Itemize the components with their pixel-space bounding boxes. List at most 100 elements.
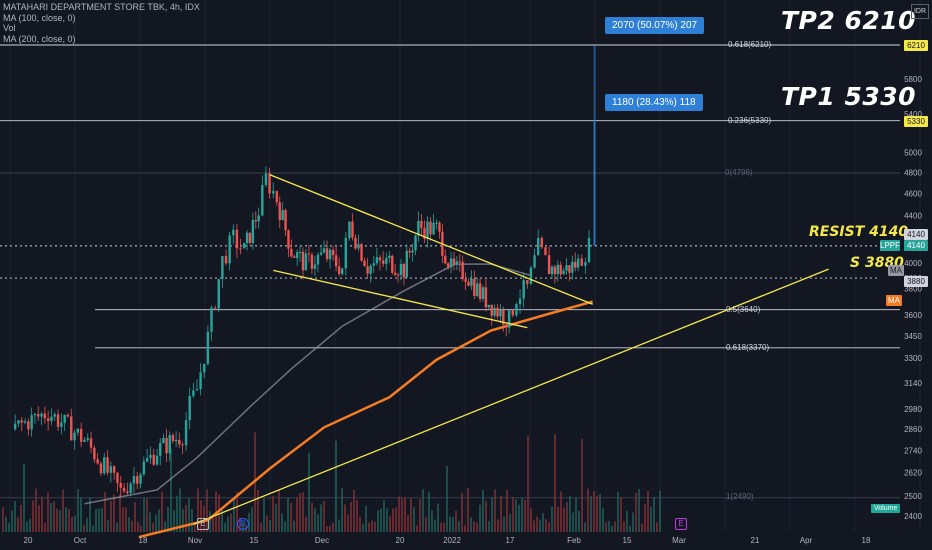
candle xyxy=(399,264,403,275)
volume-bar xyxy=(197,488,199,532)
volume-bar xyxy=(251,507,253,532)
candle xyxy=(574,261,577,268)
candle xyxy=(540,237,544,248)
volume-bar xyxy=(53,501,55,532)
price-tag-5330: 5330 xyxy=(904,116,928,127)
candle xyxy=(584,262,587,266)
x-tick-label: Nov xyxy=(188,536,202,545)
candle xyxy=(181,444,184,446)
earnings-event-icon[interactable]: E xyxy=(197,518,209,530)
candle xyxy=(464,279,467,282)
upcoming-earnings-icon[interactable]: E xyxy=(675,518,687,530)
candle xyxy=(547,255,551,275)
candle xyxy=(432,222,435,235)
volume-bar xyxy=(95,509,97,532)
candle xyxy=(145,458,149,462)
volume-bar xyxy=(185,504,187,532)
volume-bar xyxy=(2,507,4,532)
volume-bar xyxy=(134,502,136,532)
symbol-title[interactable]: MATAHARI DEPARTMENT STORE TBK, 4h, IDX xyxy=(3,2,200,12)
candle xyxy=(369,265,372,274)
candle xyxy=(348,221,351,239)
volume-bar xyxy=(317,514,319,532)
volume-bar xyxy=(383,500,385,532)
trendline xyxy=(193,268,829,525)
candle xyxy=(505,324,508,328)
volume-bar xyxy=(527,436,529,532)
candle xyxy=(217,279,220,309)
volume-bar xyxy=(143,497,145,532)
y-tick-label: 4800 xyxy=(904,169,922,178)
volume-bar xyxy=(650,506,652,532)
legend-vol[interactable]: Vol xyxy=(3,23,16,33)
candle xyxy=(473,278,476,296)
volume-bar xyxy=(29,518,31,532)
volume-bar xyxy=(443,522,445,532)
volume-bar xyxy=(512,497,514,532)
candle xyxy=(526,280,529,285)
volume-bar xyxy=(557,506,559,532)
measure-label-tp1[interactable]: 1180 (28.43%) 118 xyxy=(605,94,703,111)
candle xyxy=(162,437,165,444)
candle xyxy=(388,255,391,258)
candle xyxy=(96,459,99,464)
candle xyxy=(487,304,491,308)
volume-label: Volume xyxy=(871,504,901,513)
candle xyxy=(168,435,171,454)
volume-bar xyxy=(401,498,403,532)
candle xyxy=(17,420,20,424)
volume-bar xyxy=(656,522,658,532)
volume-bar xyxy=(287,497,289,532)
y-tick-label: 3450 xyxy=(904,332,922,341)
y-tick-label: 4400 xyxy=(904,212,922,221)
volume-bar xyxy=(17,517,19,532)
measure-label-tp2[interactable]: 2070 (50.07%) 207 xyxy=(605,17,705,34)
candle xyxy=(295,252,299,258)
volume-bar xyxy=(56,508,58,532)
dividend-event-icon[interactable]: D xyxy=(237,518,249,530)
volume-bar xyxy=(608,520,610,532)
candle xyxy=(449,258,453,268)
volume-bar xyxy=(104,491,106,532)
legend-ma200[interactable]: MA (200, close, 0) xyxy=(3,33,76,44)
legend-ma100[interactable]: MA (100, close, 0) xyxy=(3,12,76,23)
volume-bar xyxy=(131,520,133,532)
candle xyxy=(20,420,23,423)
volume-bar xyxy=(533,520,535,532)
candle xyxy=(331,249,335,256)
candle xyxy=(221,256,224,280)
volume-bar xyxy=(38,505,40,532)
candle xyxy=(129,483,132,493)
volume-bar xyxy=(353,489,355,532)
volume-bar xyxy=(128,517,130,532)
volume-bar xyxy=(377,510,379,532)
volume-bar xyxy=(191,509,193,532)
candle xyxy=(192,390,195,396)
candle xyxy=(224,256,228,264)
volume-bar xyxy=(380,508,382,532)
candle xyxy=(195,388,199,391)
volume-bar xyxy=(50,503,52,532)
currency-badge[interactable]: IDR xyxy=(911,4,929,19)
ma200-badge: MA xyxy=(886,295,902,306)
volume-bar xyxy=(236,491,238,532)
volume-bar xyxy=(635,492,637,532)
volume-bar xyxy=(419,499,421,532)
candle xyxy=(132,476,136,484)
volume-bar xyxy=(167,507,169,532)
candle xyxy=(375,257,379,264)
volume-bar xyxy=(269,519,271,532)
candle xyxy=(281,210,284,221)
candle xyxy=(568,265,571,273)
candle xyxy=(126,491,129,493)
volume-bar xyxy=(299,493,301,532)
candle xyxy=(562,270,565,275)
volume-bar xyxy=(464,525,466,532)
candle xyxy=(155,455,159,465)
candle xyxy=(142,461,146,475)
candle xyxy=(429,221,432,235)
candle xyxy=(344,238,348,269)
volume-bar xyxy=(92,525,94,532)
